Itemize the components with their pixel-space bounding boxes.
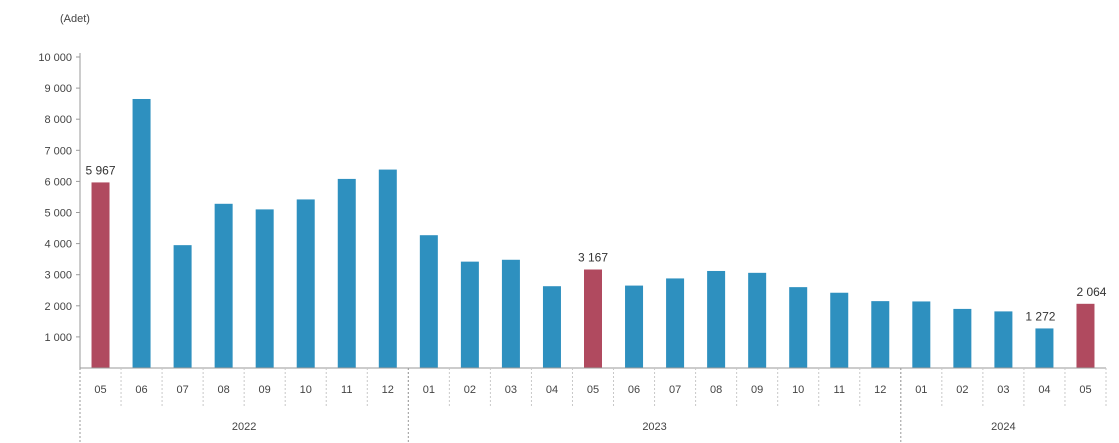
x-tick-label: 03	[505, 384, 517, 396]
bar	[255, 209, 274, 368]
data-labels: 5 967 3 167 1 272 2 064	[86, 163, 1107, 323]
data-label: 3 167	[578, 251, 608, 265]
x-tick-label: 09	[751, 384, 763, 396]
y-tick-label: 3 000	[44, 270, 72, 282]
y-tick-label: 5 000	[44, 208, 72, 220]
bar	[378, 169, 397, 368]
bar	[707, 270, 726, 368]
bar	[912, 301, 931, 368]
year-label: 2024	[991, 421, 1015, 433]
y-tick-label: 1 000	[44, 332, 72, 344]
y-tick-label: 8 000	[44, 114, 72, 126]
bar	[666, 278, 685, 368]
x-tick-label: 07	[669, 384, 681, 396]
bar	[625, 285, 644, 368]
x-tick-label: 12	[382, 384, 394, 396]
data-label: 2 064	[1076, 285, 1106, 299]
x-tick-label: 05	[587, 384, 599, 396]
y-tick-label: 2 000	[44, 301, 72, 313]
x-tick-label: 12	[874, 384, 886, 396]
bar	[789, 287, 808, 368]
x-axis: 05 06 07 08 09 10 11 12 01 02 03 04 05 06 07 08 09 10 11 12…	[79, 367, 1107, 443]
bar	[337, 178, 356, 368]
x-tick-label: 08	[218, 384, 230, 396]
y-tick-label: 10 000	[38, 52, 72, 64]
y-tick-label: 9 000	[44, 83, 72, 95]
x-tick-label: 02	[956, 384, 968, 396]
x-tick-label: 11	[834, 384, 845, 396]
bar	[173, 245, 192, 368]
bar	[871, 301, 890, 368]
x-tick-label: 06	[628, 384, 640, 396]
y-tick-label: 7 000	[44, 145, 72, 157]
bar	[214, 203, 233, 368]
x-tick-label: 04	[546, 384, 558, 396]
data-label: 5 967	[86, 163, 116, 177]
bar	[132, 98, 151, 369]
year-label: 2022	[232, 421, 256, 433]
x-tick-label: 02	[464, 384, 476, 396]
bar	[419, 235, 438, 368]
bar	[1035, 328, 1054, 368]
bars	[91, 98, 1095, 369]
x-tick-label: 05	[1079, 384, 1091, 396]
x-tick-label: 09	[259, 384, 271, 396]
x-tick-label: 10	[300, 384, 312, 396]
y-axis: 10 000 9 000 8 000 7 000 6 000 5 000 4 000 3 00…	[38, 52, 81, 368]
data-label: 1 272	[1025, 309, 1055, 323]
bar-highlighted	[91, 182, 110, 368]
x-tick-label: 05	[94, 384, 106, 396]
x-tick-label: 11	[341, 384, 352, 396]
x-tick-label: 07	[176, 384, 188, 396]
bar	[994, 311, 1013, 368]
x-tick-label: 08	[710, 384, 722, 396]
bar	[460, 261, 479, 368]
x-tick-label: 06	[135, 384, 147, 396]
y-tick-label: 6 000	[44, 176, 72, 188]
x-tick-label: 01	[915, 384, 927, 396]
bar	[542, 286, 561, 368]
x-tick-label: 03	[997, 384, 1009, 396]
bar	[296, 199, 315, 368]
y-tick-label: 4 000	[44, 239, 72, 251]
bar	[830, 292, 849, 368]
bar	[501, 259, 520, 368]
bar	[748, 272, 767, 368]
x-tick-label: 04	[1038, 384, 1050, 396]
x-tick-label: 01	[423, 384, 435, 396]
y-unit-label: (Adet)	[60, 13, 90, 25]
year-label: 2023	[642, 421, 666, 433]
x-tick-label: 10	[792, 384, 804, 396]
bar-highlighted	[584, 269, 602, 368]
bar	[953, 308, 972, 368]
bar-highlighted	[1076, 303, 1095, 368]
